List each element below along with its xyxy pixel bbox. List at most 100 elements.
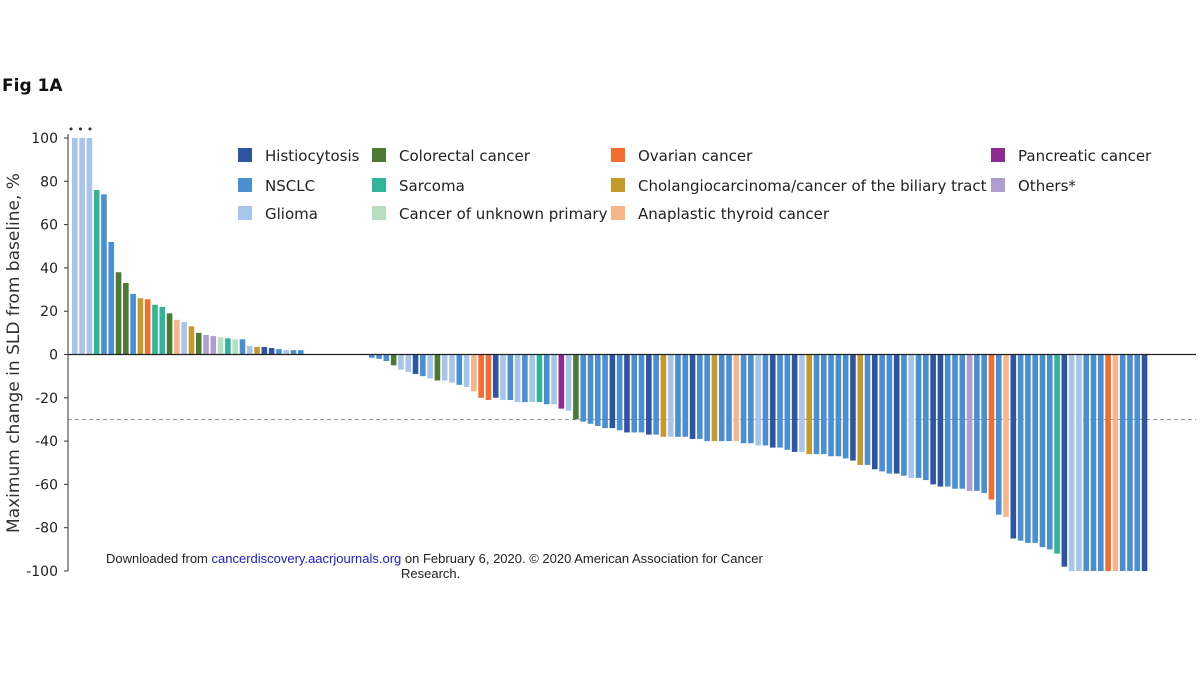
bar-nsclc	[981, 354, 987, 494]
legend-label-pancreatic: Pancreatic cancer	[1018, 147, 1152, 165]
bar-nsclc	[290, 350, 297, 355]
bar-nsclc	[944, 354, 951, 487]
bars-layer	[72, 138, 1148, 571]
legend-label-histio: Histiocytosis	[265, 147, 360, 165]
bar-glioma	[799, 354, 805, 452]
bar-nsclc	[638, 354, 645, 433]
bar-ovarian	[478, 354, 484, 398]
bar-sarcoma	[536, 354, 543, 403]
bar-nsclc	[543, 354, 550, 405]
bar-others	[203, 335, 209, 355]
truncation-marker: •••	[68, 123, 96, 136]
bar-histio	[609, 354, 616, 429]
bar-nsclc	[631, 354, 638, 433]
bar-histio	[1141, 354, 1148, 571]
bar-histio	[937, 354, 944, 487]
bar-histio	[689, 354, 696, 439]
bar-nsclc	[682, 354, 689, 437]
legend-swatch-pancreatic	[991, 148, 1005, 162]
y-tick-label: 40	[40, 261, 58, 277]
bar-colorectal	[195, 332, 202, 355]
y-tick-label: 100	[31, 131, 58, 147]
bar-nsclc	[748, 354, 754, 444]
bar-histio	[412, 354, 419, 374]
figure-label: Fig 1A	[2, 76, 63, 96]
bar-colorectal	[166, 313, 173, 355]
legend-label-others: Others*	[1018, 177, 1076, 195]
legend-label-cup: Cancer of unknown primary	[399, 205, 608, 223]
bar-nsclc	[522, 354, 528, 403]
download-footer: Downloaded from cancerdiscovery.aacrjour…	[106, 551, 766, 581]
y-tick-label: 80	[40, 174, 58, 190]
bar-nsclc	[1032, 354, 1038, 543]
bar-glioma	[441, 354, 448, 381]
y-tick-label: 20	[40, 304, 58, 320]
bar-nsclc	[1090, 354, 1097, 571]
bar-sarcoma	[152, 304, 158, 355]
y-tick-label: -20	[35, 391, 58, 407]
bar-nsclc	[420, 354, 426, 377]
bar-nsclc	[777, 354, 783, 448]
y-tick-label: 0	[49, 348, 58, 364]
bar-nsclc	[820, 354, 827, 455]
bar-cholangio	[660, 354, 667, 437]
footer-link[interactable]: cancerdiscovery.aacrjournals.org	[211, 551, 402, 566]
bar-nsclc	[1017, 354, 1024, 541]
axis-layer: 100 80 60 40 20 0 -20 -40 -60 -80 -100	[26, 131, 1196, 580]
bar-glioma	[427, 354, 433, 379]
bar-cholangio	[806, 354, 812, 455]
bar-sarcoma	[159, 306, 166, 355]
bar-nsclc	[507, 354, 514, 400]
legend-swatch-ovarian	[611, 148, 625, 162]
bar-histio	[930, 354, 936, 485]
bar-ovarian	[988, 354, 995, 500]
bar-ovarian	[1105, 354, 1111, 571]
bar-histio	[769, 354, 776, 448]
bar-nsclc	[101, 194, 107, 355]
bar-nsclc	[1127, 354, 1133, 571]
bar-nsclc	[1025, 354, 1031, 543]
legend: Histiocytosis NSCLC Glioma Colorectal cance…	[238, 147, 1152, 223]
bar-glioma	[405, 354, 412, 372]
legend-swatch-others	[991, 178, 1005, 192]
bar-thyroid	[1003, 354, 1009, 517]
footer-line2: Research.	[401, 566, 461, 581]
bar-nsclc	[297, 350, 304, 355]
bar-nsclc	[456, 354, 463, 385]
bar-glioma	[1068, 354, 1075, 571]
legend-swatch-thyroid	[611, 206, 625, 220]
bar-nsclc	[762, 354, 769, 446]
bar-sarcoma	[225, 338, 231, 355]
bar-nsclc	[886, 354, 893, 474]
bar-nsclc	[923, 354, 929, 481]
bar-cholangio	[254, 346, 260, 355]
bar-histio	[872, 354, 878, 470]
bar-nsclc	[952, 354, 958, 489]
bar-sarcoma	[1054, 354, 1060, 554]
bar-histio	[646, 354, 652, 435]
bar-nsclc	[813, 354, 820, 455]
bar-nsclc	[915, 354, 922, 478]
bar-cholangio	[711, 354, 718, 442]
bar-nsclc	[1046, 354, 1053, 550]
bar-nsclc	[580, 354, 587, 422]
bar-pancreatic	[558, 354, 565, 409]
bar-cholangio	[857, 354, 864, 465]
bar-colorectal	[123, 283, 129, 355]
footer-middle: on February 6, 2020. © 2020 American Ass…	[401, 551, 763, 566]
legend-swatch-colorectal	[372, 148, 386, 162]
bar-glioma	[246, 345, 253, 355]
bar-glioma	[755, 354, 761, 446]
bar-ovarian	[485, 354, 492, 400]
bar-nsclc	[842, 354, 849, 459]
bar-nsclc	[675, 354, 681, 437]
bar-histio	[850, 354, 856, 461]
bar-nsclc	[718, 354, 725, 442]
legend-swatch-cup	[372, 206, 386, 220]
bar-glioma	[79, 138, 85, 355]
bar-nsclc	[959, 354, 966, 489]
bar-glioma	[551, 354, 557, 405]
bar-nsclc	[1083, 354, 1090, 571]
legend-swatch-cholangio	[611, 178, 625, 192]
bar-glioma	[181, 322, 187, 355]
